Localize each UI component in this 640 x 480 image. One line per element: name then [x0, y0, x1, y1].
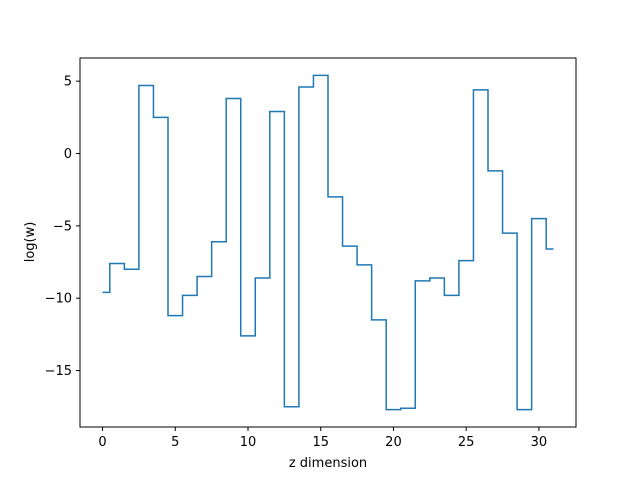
x-tick-label: 25	[458, 435, 475, 450]
series-layer	[102, 74, 554, 411]
x-axis-label: z dimension	[289, 456, 367, 471]
x-tick-label: 5	[171, 435, 179, 450]
x-tick-label: 10	[240, 435, 257, 450]
series-line-0	[102, 74, 554, 411]
y-tick-label: 0	[64, 147, 72, 162]
x-tick-label: 20	[385, 435, 402, 450]
y-tick-label: −10	[45, 292, 72, 307]
x-axis-ticks: 0 5 10 15 20 25 30	[98, 427, 547, 450]
x-tick-label: 30	[531, 435, 548, 450]
y-tick-label: −15	[45, 364, 72, 379]
y-tick-label: −5	[53, 219, 72, 234]
y-axis-label: log(w)	[23, 222, 38, 263]
x-tick-label: 0	[98, 435, 106, 450]
y-tick-label: 5	[64, 75, 72, 90]
x-tick-label: 15	[312, 435, 329, 450]
y-axis-ticks: −15 −10 −5 0 5	[45, 75, 80, 379]
plot-frame	[79, 57, 577, 428]
